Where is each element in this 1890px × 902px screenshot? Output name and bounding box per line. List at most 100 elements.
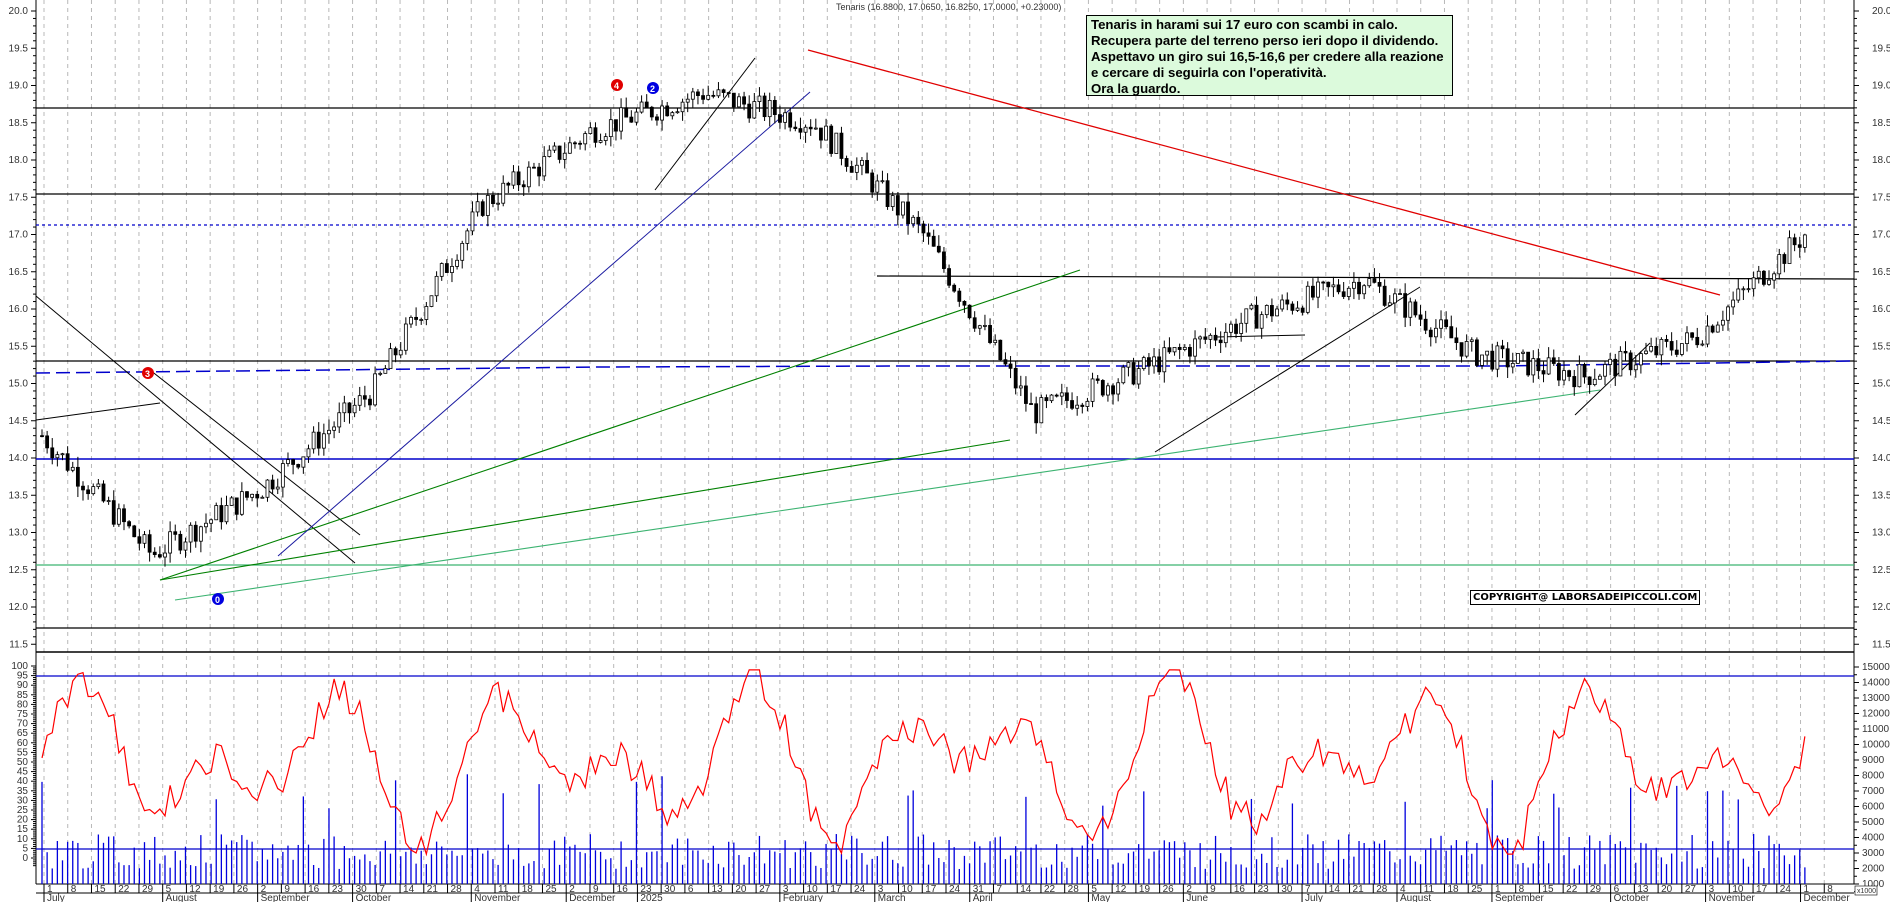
note-line-2: Recupera parte del terreno perso ieri do… (1091, 33, 1439, 48)
marker-2: 2 (647, 82, 659, 94)
downtrend-line-black-2 (149, 369, 361, 536)
svg-text:100: 100 (11, 661, 28, 672)
svg-text:0: 0 (215, 595, 220, 605)
svg-text:6000: 6000 (1862, 802, 1885, 813)
svg-text:26: 26 (237, 884, 249, 895)
svg-text:November: November (474, 893, 521, 902)
svg-text:16.5: 16.5 (9, 267, 29, 278)
svg-text:4: 4 (1400, 884, 1406, 895)
svg-text:12: 12 (1115, 884, 1127, 895)
svg-text:55: 55 (17, 747, 29, 758)
svg-text:February: February (783, 893, 823, 902)
svg-text:13: 13 (712, 884, 724, 895)
svg-text:16.0: 16.0 (1872, 304, 1890, 315)
svg-text:27: 27 (1685, 884, 1697, 895)
svg-text:70: 70 (17, 719, 29, 730)
svg-text:24: 24 (1780, 884, 1792, 895)
svg-text:23: 23 (332, 884, 344, 895)
svg-text:17.5: 17.5 (1872, 192, 1890, 203)
svg-text:12.5: 12.5 (1872, 565, 1890, 576)
volume-bars (41, 774, 1806, 884)
svg-text:13.5: 13.5 (1872, 490, 1890, 501)
svg-text:11: 11 (1424, 884, 1435, 895)
green-uptrend-steep (159, 439, 1011, 581)
volume-unit-label: x1000 (1857, 888, 1876, 895)
note-line-1: Tenaris in harami sui 17 euro con scambi… (1091, 17, 1398, 32)
svg-text:5: 5 (166, 884, 172, 895)
svg-text:17: 17 (830, 884, 842, 895)
svg-text:6: 6 (1614, 884, 1620, 895)
svg-text:40: 40 (17, 776, 29, 787)
svg-text:1: 1 (1804, 884, 1810, 895)
svg-text:18: 18 (522, 884, 534, 895)
note-line-4: e cercare di seguirla con l'operatività. (1091, 65, 1327, 80)
svg-text:15: 15 (1542, 884, 1554, 895)
svg-text:9: 9 (1210, 884, 1216, 895)
note-line-5: Ora la guardo. (1091, 81, 1181, 96)
svg-text:25: 25 (545, 884, 557, 895)
svg-text:18.5: 18.5 (1872, 118, 1890, 129)
svg-text:16: 16 (308, 884, 320, 895)
svg-text:95: 95 (17, 671, 29, 682)
svg-text:19: 19 (213, 884, 225, 895)
svg-text:14.0: 14.0 (1872, 453, 1890, 464)
price-candles (40, 82, 1807, 567)
svg-text:20: 20 (1661, 884, 1673, 895)
svg-text:29: 29 (1590, 884, 1602, 895)
svg-text:65: 65 (17, 728, 29, 739)
marker-0: 0 (212, 593, 224, 605)
svg-text:22: 22 (1566, 884, 1578, 895)
svg-text:5: 5 (22, 843, 28, 854)
chart-title: Tenaris (16.8800, 17.0650, 16.8250, 17.0… (836, 2, 1061, 12)
svg-text:2025: 2025 (640, 893, 663, 902)
svg-text:12.5: 12.5 (9, 565, 29, 576)
svg-text:17: 17 (1756, 884, 1768, 895)
svg-text:8000: 8000 (1862, 771, 1885, 782)
svg-text:1: 1 (1495, 884, 1501, 895)
note-line-3: Aspettavo un giro sui 16,5-16,6 per cred… (1091, 49, 1444, 64)
svg-text:4000: 4000 (1862, 833, 1885, 844)
svg-text:May: May (1091, 893, 1110, 902)
svg-text:9: 9 (593, 884, 599, 895)
red-downtrend-line (807, 49, 1721, 296)
svg-text:24: 24 (949, 884, 961, 895)
svg-text:22: 22 (1044, 884, 1056, 895)
neckline-16-4 (876, 275, 1855, 280)
vertical-gridlines (43, 0, 1825, 884)
svg-text:16.5: 16.5 (1872, 267, 1890, 278)
svg-text:13.0: 13.0 (9, 528, 29, 539)
wave-markers: 3 4 2 0 (142, 79, 659, 605)
lightgreen-long-uptrend (174, 389, 1601, 601)
oscillator-axis-left: 1009590858075706560555045403530252015105… (11, 661, 36, 867)
svg-text:21: 21 (1353, 884, 1365, 895)
volume-axis-right: 15000 14000 13000 12000 11000 10000 9000 8000 70… (1854, 662, 1890, 893)
svg-text:31: 31 (973, 884, 985, 895)
svg-text:80: 80 (17, 699, 29, 710)
marker-3: 3 (142, 367, 154, 379)
svg-text:10000: 10000 (1862, 740, 1890, 751)
svg-text:3000: 3000 (1862, 848, 1885, 859)
svg-text:10: 10 (17, 834, 29, 845)
svg-text:8: 8 (1519, 884, 1525, 895)
svg-text:August: August (1400, 893, 1431, 902)
copyright-label: COPYRIGHT@ LABORSADEIPICCOLI.COM (1470, 590, 1701, 605)
svg-text:45: 45 (17, 767, 29, 778)
svg-text:15.5: 15.5 (1872, 341, 1890, 352)
svg-text:4: 4 (614, 81, 619, 91)
svg-text:11000: 11000 (1862, 724, 1890, 735)
svg-text:7: 7 (379, 884, 385, 895)
svg-text:8: 8 (1827, 884, 1833, 895)
svg-text:14: 14 (1329, 884, 1341, 895)
svg-text:7: 7 (1305, 884, 1311, 895)
downtrend-line-black-1 (35, 295, 356, 564)
svg-text:28: 28 (451, 884, 463, 895)
svg-text:10: 10 (902, 884, 914, 895)
svg-text:15.0: 15.0 (9, 379, 29, 390)
svg-text:September: September (1495, 893, 1545, 902)
black-uptrend-sep (1574, 342, 1651, 416)
svg-text:28: 28 (1376, 884, 1388, 895)
svg-text:30: 30 (17, 795, 29, 806)
svg-text:3: 3 (145, 369, 150, 379)
svg-text:0: 0 (22, 853, 28, 864)
svg-text:5: 5 (1091, 884, 1097, 895)
